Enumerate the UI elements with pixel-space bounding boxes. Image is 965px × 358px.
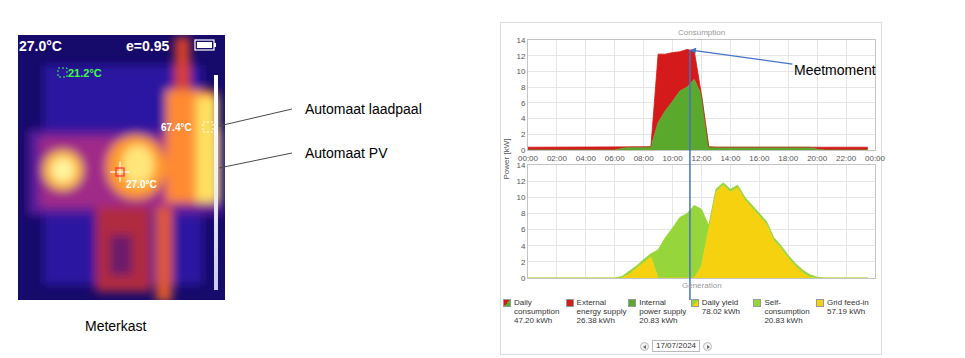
svg-text:12: 12 <box>516 177 525 186</box>
svg-text:22:00: 22:00 <box>836 154 857 163</box>
svg-text:12:00: 12:00 <box>691 154 712 163</box>
html-text:26.38 kWh: 26.38 kWh <box>576 316 615 325</box>
svg-text:Meetmoment: Meetmoment <box>794 62 876 78</box>
svg-text:0: 0 <box>521 146 526 155</box>
svg-text:14:00: 14:00 <box>720 154 741 163</box>
svg-text:6: 6 <box>521 225 526 234</box>
svg-text:21.2°C: 21.2°C <box>68 67 102 79</box>
svg-text:12: 12 <box>516 52 525 61</box>
html-text:47.20 kWh: 47.20 kWh <box>514 316 553 325</box>
svg-text:27.0°C: 27.0°C <box>19 38 62 54</box>
html-text:Self-consumption: Self-consumption <box>764 298 810 316</box>
svg-text:Automaat PV: Automaat PV <box>305 145 388 161</box>
svg-text:2: 2 <box>521 258 526 267</box>
svg-text:18:00: 18:00 <box>778 154 799 163</box>
svg-text:Generation: Generation <box>682 281 722 290</box>
html-text:Daily consumption: Daily consumption <box>514 298 560 316</box>
html-text:Grid feed-in: Grid feed-in <box>827 298 869 307</box>
html-text:78.02 kWh: 78.02 kWh <box>701 307 740 316</box>
html-text:17/07/2024: 17/07/2024 <box>656 341 696 350</box>
svg-text:Meterkast: Meterkast <box>85 318 147 334</box>
html-text:Internal power supply: Internal power supply <box>639 298 687 316</box>
svg-text:10: 10 <box>516 67 525 76</box>
svg-text:04:00: 04:00 <box>576 154 597 163</box>
svg-text:6: 6 <box>521 99 526 108</box>
html-text:20.83 kWh: 20.83 kWh <box>639 316 678 325</box>
svg-text:Consumption: Consumption <box>678 28 725 37</box>
svg-text:14: 14 <box>516 161 525 170</box>
svg-text:06:00: 06:00 <box>605 154 626 163</box>
svg-text:e=0.95: e=0.95 <box>126 38 169 54</box>
svg-text:0: 0 <box>521 274 526 283</box>
svg-text:Automaat laadpaal: Automaat laadpaal <box>305 101 422 117</box>
svg-text:00:00: 00:00 <box>865 154 886 163</box>
svg-text:8: 8 <box>521 83 526 92</box>
svg-text:20:00: 20:00 <box>807 154 828 163</box>
html-text:Daily yield: Daily yield <box>701 298 739 307</box>
svg-text:14: 14 <box>516 36 525 45</box>
svg-text:16:00: 16:00 <box>749 154 770 163</box>
svg-text:10:00: 10:00 <box>663 154 684 163</box>
svg-text:8: 8 <box>521 209 526 218</box>
svg-text:Power [kW]: Power [kW] <box>502 139 511 180</box>
svg-text:10: 10 <box>516 193 525 202</box>
svg-text:4: 4 <box>521 114 526 123</box>
svg-text:27.0°C: 27.0°C <box>126 179 157 190</box>
html-text:57.19 kWh: 57.19 kWh <box>827 307 866 316</box>
svg-text:4: 4 <box>521 242 526 251</box>
svg-text:67.4°C: 67.4°C <box>161 122 192 133</box>
svg-text:08:00: 08:00 <box>634 154 655 163</box>
html-text:External energy supply: External energy supply <box>576 298 627 316</box>
svg-text:02:00: 02:00 <box>547 154 568 163</box>
svg-text:00:00: 00:00 <box>518 154 539 163</box>
svg-text:2: 2 <box>521 130 526 139</box>
html-text:20.83 kWh: 20.83 kWh <box>764 316 803 325</box>
